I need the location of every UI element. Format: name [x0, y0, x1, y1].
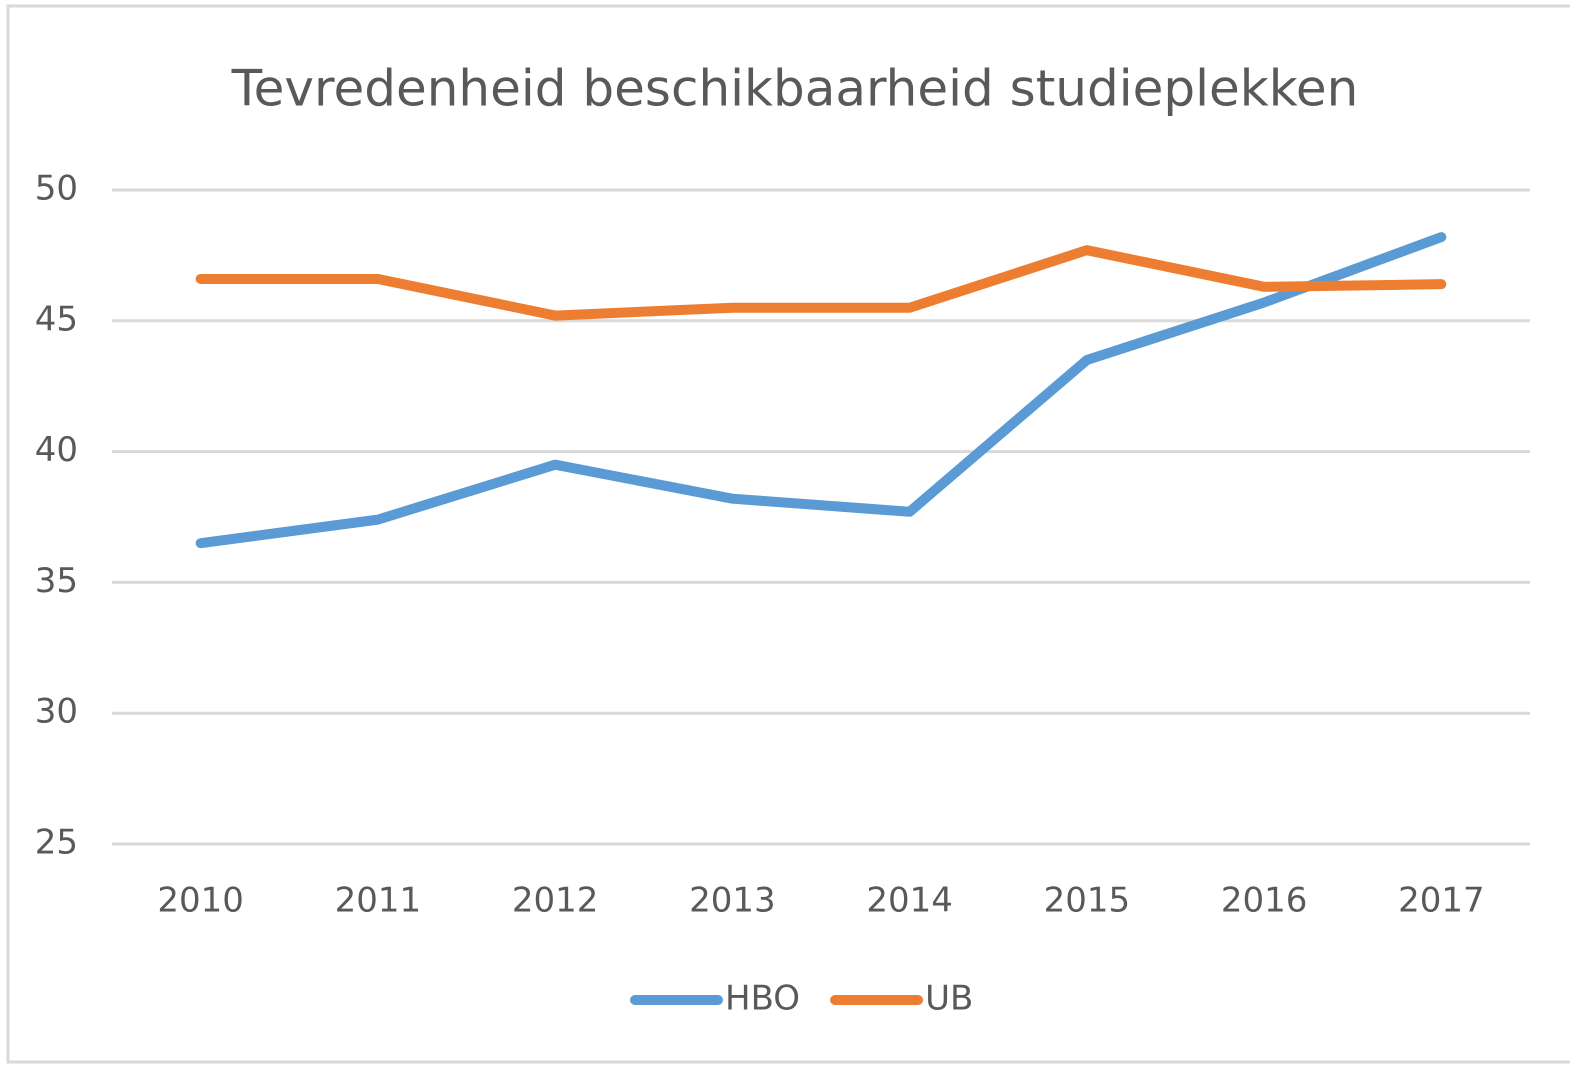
- x-tick-label: 2016: [1221, 881, 1308, 921]
- line-series: [195, 232, 1447, 549]
- line-series: [195, 245, 1447, 321]
- x-tick-label: 2013: [689, 881, 776, 921]
- legend-label: UB: [925, 979, 973, 1019]
- y-tick-label: 25: [35, 823, 78, 863]
- x-tick-label: 2017: [1398, 881, 1485, 921]
- y-tick-label: 50: [35, 169, 78, 209]
- y-tick-label: 45: [35, 299, 78, 339]
- chart-title: Tevredenheid beschikbaarheid studieplekk…: [231, 60, 1359, 118]
- y-tick-label: 35: [35, 561, 78, 601]
- x-tick-label: 2010: [157, 881, 244, 921]
- legend-label: HBO: [725, 979, 800, 1019]
- x-tick-label: 2015: [1044, 881, 1131, 921]
- y-tick-label: 40: [35, 430, 78, 470]
- x-tick-label: 2014: [866, 881, 953, 921]
- y-tick-label: 30: [35, 692, 78, 732]
- x-tick-label: 2012: [512, 881, 599, 921]
- x-tick-label: 2011: [335, 881, 422, 921]
